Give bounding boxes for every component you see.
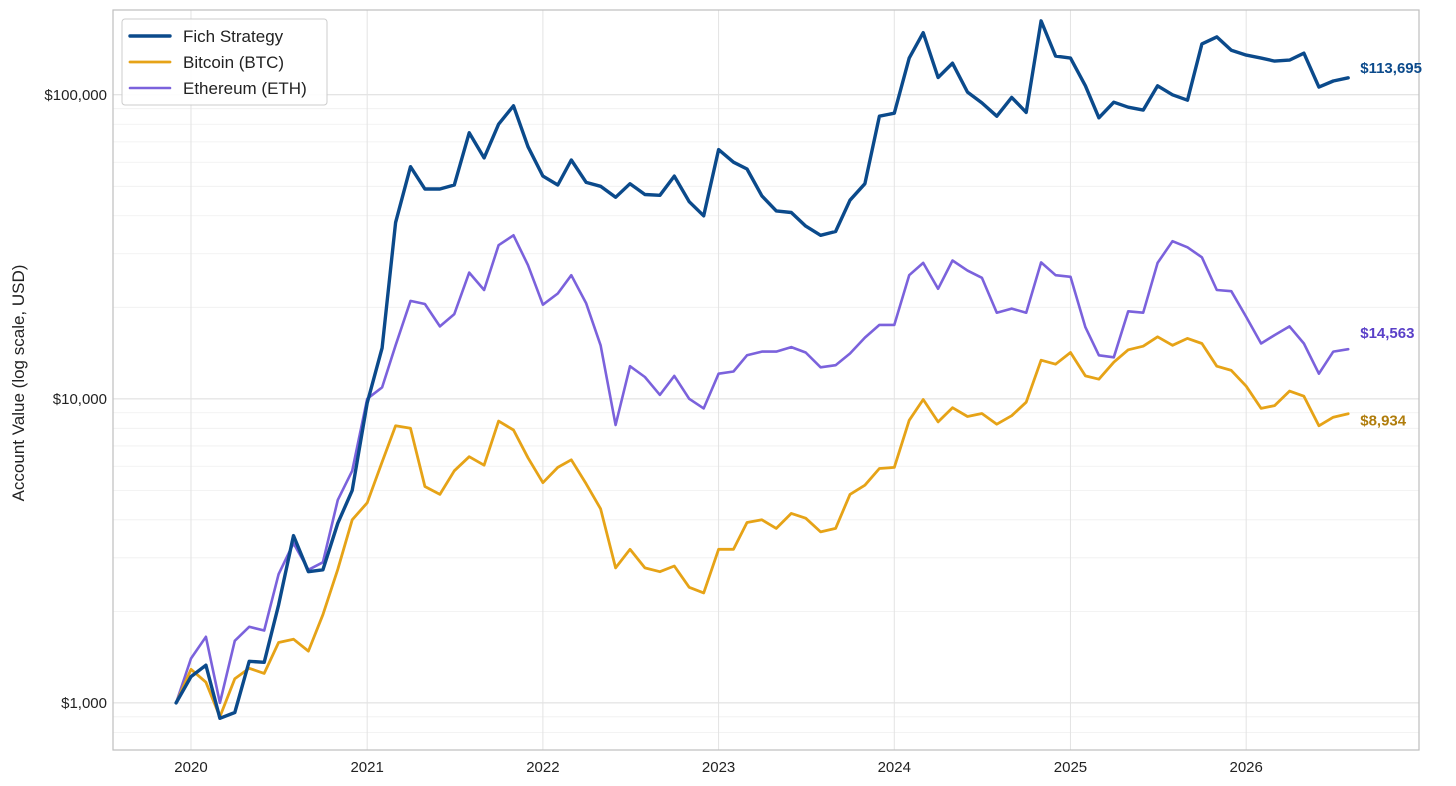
y-axis-title: Account Value (log scale, USD) [9, 265, 28, 502]
x-axis-ticks: 2020 2021 2022 2023 2024 2025 2026 [174, 759, 1263, 776]
x-tick-label: 2020 [174, 759, 207, 776]
plot-area-background [113, 10, 1419, 750]
series-end-label: $8,934 [1360, 413, 1407, 430]
legend-entries: Fich Strategy Bitcoin (BTC) Ethereum (ETH) [128, 27, 307, 98]
series-end-label: $113,695 [1360, 60, 1422, 77]
y-tick-label: $10,000 [53, 391, 107, 408]
y-axis-ticks: $1,000 $10,000 $100,000 [44, 87, 107, 712]
x-tick-label: 2021 [350, 759, 383, 776]
x-tick-label: 2025 [1054, 759, 1087, 776]
series-line-ethereum-eth [174, 234, 1350, 705]
x-tick-label: 2023 [702, 759, 735, 776]
series-end-labels: $113,695 $8,934 $14,563 [1360, 60, 1422, 430]
x-tick-label: 2022 [526, 759, 559, 776]
legend-label: Bitcoin (BTC) [183, 53, 284, 72]
series-line-fich-strategy [174, 19, 1350, 720]
series-end-label: $14,563 [1360, 325, 1414, 342]
legend-box [121, 18, 328, 106]
x-tick-label: 2026 [1229, 759, 1262, 776]
plot-area-frame [112, 9, 1420, 751]
series-lines [174, 19, 1350, 720]
y-tick-label: $100,000 [44, 87, 107, 104]
legend-label: Ethereum (ETH) [183, 79, 307, 98]
legend: Fich Strategy Bitcoin (BTC) Ethereum (ETH) [121, 18, 328, 106]
x-tick-label: 2024 [878, 759, 911, 776]
major-gridlines [113, 10, 1419, 750]
minor-gridlines [113, 108, 1419, 751]
y-tick-label: $1,000 [61, 695, 107, 712]
legend-label: Fich Strategy [183, 27, 284, 46]
series-line-bitcoin-btc [174, 335, 1350, 719]
